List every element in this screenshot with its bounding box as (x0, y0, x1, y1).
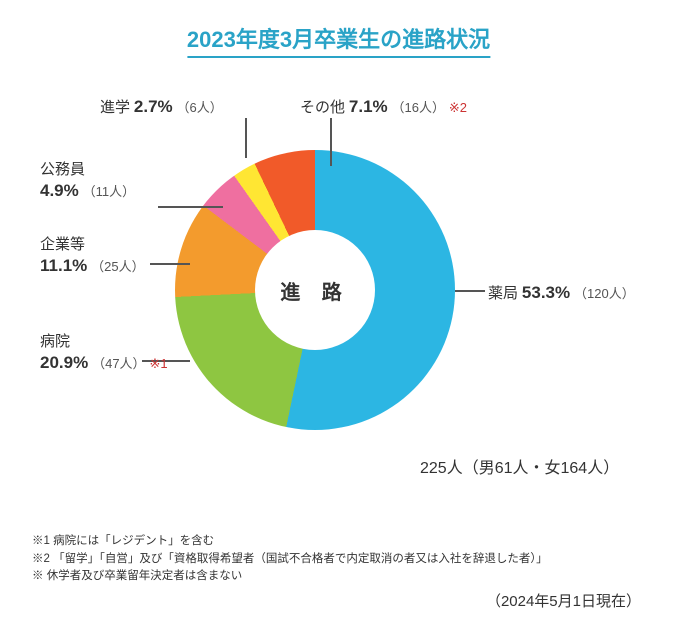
cat-hospital: 病院 (40, 333, 70, 350)
suf-other: ※2 (449, 100, 467, 115)
pct-other: 7.1% (349, 97, 388, 116)
label-other: その他 7.1% （16人） ※2 (300, 96, 467, 118)
pct-public: 4.9% (40, 181, 79, 200)
chart-container: 2023年度3月卒業生の進路状況 進 路 薬局 53.3% （120人） 病院 … (0, 0, 677, 629)
leader-study (245, 118, 247, 158)
chart-title: 2023年度3月卒業生の進路状況 (187, 22, 490, 58)
label-hospital: 病院 20.9% （47人） ※1 (40, 332, 168, 374)
leader-company (150, 263, 190, 265)
cnt-other: （16人） (392, 100, 445, 115)
leader-other (330, 118, 332, 166)
pct-study: 2.7% (134, 97, 173, 116)
leader-public (158, 206, 223, 208)
label-company: 企業等 11.1% （25人） (40, 235, 145, 277)
pct-pharmacy: 53.3% (522, 283, 570, 302)
cnt-company: （25人） (91, 259, 144, 274)
note-1: ※1 病院には「レジデント」を含む (32, 533, 548, 550)
pct-company: 11.1% (40, 256, 87, 275)
as-of-date: （2024年5月1日現在） (486, 590, 641, 611)
cnt-pharmacy: （120人） (574, 286, 635, 301)
cnt-study: （6人） (177, 100, 223, 115)
cnt-public: （11人） (83, 184, 136, 199)
label-study: 進学 2.7% （6人） (100, 96, 223, 118)
label-public: 公務員 4.9% （11人） (40, 160, 135, 202)
pie-chart: 進 路 (175, 150, 455, 430)
note-2: ※2 「留学」「自営」及び「資格取得希望者（国試不合格者で内定取消の者又は入社を… (32, 551, 548, 568)
total-text: 225人（男61人・女164人） (420, 454, 619, 478)
cat-other: その他 (300, 99, 345, 116)
cat-company: 企業等 (40, 236, 85, 253)
suf-hospital: ※1 (149, 356, 167, 371)
cat-study: 進学 (100, 99, 130, 116)
pie-center-label: 進 路 (255, 230, 375, 350)
cat-pharmacy: 薬局 (488, 285, 518, 302)
note-3: ※ 休学者及び卒業留年決定者は含まない (32, 568, 548, 585)
label-pharmacy: 薬局 53.3% （120人） (488, 282, 635, 304)
footnotes: ※1 病院には「レジデント」を含む ※2 「留学」「自営」及び「資格取得希望者（… (32, 533, 548, 585)
cnt-hospital: （47人） (92, 356, 145, 371)
leader-pharmacy (455, 290, 485, 292)
cat-public: 公務員 (40, 161, 85, 178)
pct-hospital: 20.9% (40, 353, 88, 372)
